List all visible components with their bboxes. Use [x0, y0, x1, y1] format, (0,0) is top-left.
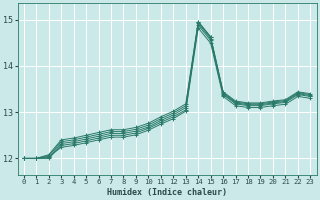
X-axis label: Humidex (Indice chaleur): Humidex (Indice chaleur) [107, 188, 227, 197]
